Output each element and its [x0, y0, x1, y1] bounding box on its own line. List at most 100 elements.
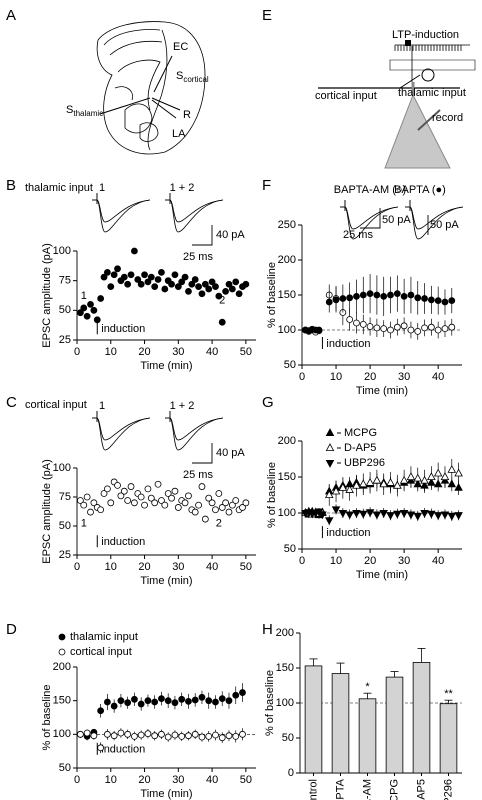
subtitle: thalamic input: [25, 182, 93, 194]
data-point: [83, 312, 91, 320]
data-point: [406, 472, 416, 480]
data-point: [208, 499, 216, 507]
data-point: [359, 291, 367, 299]
data-point: [154, 276, 162, 283]
data-point: [124, 280, 132, 288]
data-point: [114, 265, 121, 273]
data-point: [174, 283, 182, 291]
data-point: [400, 292, 408, 300]
panel-letter: F: [262, 177, 271, 194]
legend-marker: [325, 443, 335, 451]
y-tick-label: 100: [278, 324, 296, 336]
data-point: [399, 475, 409, 484]
legend-label: MCPG: [344, 427, 377, 439]
chart: 25 50 75 100 0 10 20 30 40 50 Time (min) EPSC ampli…: [25, 182, 256, 372]
legend-marker: [325, 460, 335, 468]
chart: 50 100 150 200 0 10 20 30 40 Time (min) % of basel…: [266, 427, 463, 581]
data-point: [103, 698, 111, 706]
data-point: [198, 733, 206, 741]
data-point: [83, 729, 91, 737]
panel-letter: H: [262, 621, 273, 638]
data-point: [232, 497, 240, 504]
data-point: [353, 292, 360, 300]
data-point: [168, 494, 175, 502]
data-point: [171, 271, 179, 279]
data-point: [100, 273, 108, 281]
data-point: [232, 732, 240, 740]
data-point: [137, 700, 145, 708]
y-tick-label: 50: [284, 543, 296, 555]
bar: [439, 703, 458, 774]
legend-label: UBP296: [344, 457, 385, 469]
data-point: [141, 271, 148, 279]
y-tick-label: 100: [53, 245, 71, 257]
scale-label: 50 pA: [382, 214, 411, 226]
data-point: [168, 280, 175, 288]
data-point: [427, 472, 436, 480]
data-point: [151, 732, 159, 740]
data-point: [454, 512, 463, 520]
chart: 50 100 150 200 250 0 10 20 30 40 Time (min) % of ba…: [266, 184, 464, 397]
data-point: [103, 730, 111, 738]
panel-letter: E: [262, 7, 272, 24]
y-tick-label: 0: [288, 767, 294, 779]
annotation: 1: [81, 518, 87, 530]
y-tick-label: 50: [59, 762, 71, 774]
data-point: [191, 276, 199, 283]
data-point: [195, 283, 202, 291]
data-point: [208, 278, 216, 286]
x-tick-label: BAPTA: [334, 778, 346, 800]
data-point: [158, 730, 165, 738]
y-tick-label: 25: [59, 334, 71, 346]
data-point: [181, 499, 189, 507]
ephys-trace: [92, 411, 151, 451]
data-point: [97, 295, 105, 302]
data-point: [235, 290, 243, 298]
data-point: [433, 512, 443, 520]
data-point: [178, 732, 186, 740]
scale-label: 40 pA: [216, 447, 245, 459]
data-point: [195, 501, 202, 509]
y-tick-label: 150: [278, 289, 296, 301]
data-point: [178, 278, 186, 286]
diagram-label: LTP-induction: [392, 29, 459, 41]
data-point: [117, 492, 125, 500]
y-tick-label: 150: [276, 662, 294, 674]
y-tick-label: 100: [53, 728, 71, 740]
annotation: 2: [216, 518, 222, 530]
x-tick-label: BAPTA-AM: [361, 779, 373, 800]
data-point: [239, 730, 246, 738]
data-point: [366, 323, 374, 330]
data-point: [141, 501, 148, 509]
data-point: [215, 490, 223, 497]
data-point: [158, 497, 165, 504]
y-tick-label: 200: [53, 661, 71, 673]
x-tick-label: 0: [74, 346, 80, 358]
data-point: [318, 511, 327, 520]
data-point: [353, 319, 360, 327]
data-point: [427, 323, 435, 331]
panel-letter: A: [6, 7, 16, 24]
x-tick-label: 30: [172, 346, 184, 358]
neuron-diagram: LTP-induction cortical input thalamic in…: [315, 29, 476, 169]
data-point: [406, 511, 416, 520]
panel-letter: G: [262, 394, 274, 411]
data-point: [440, 511, 450, 520]
y-axis-label: % of baseline: [264, 670, 276, 736]
data-point: [174, 504, 182, 511]
x-tick-label: 0: [74, 561, 80, 573]
annotation: induction: [326, 338, 370, 350]
diagram-label: Scortical: [176, 70, 209, 84]
data-point: [144, 485, 152, 493]
data-point: [380, 325, 388, 333]
y-tick-label: 50: [59, 304, 71, 316]
data-point: [379, 479, 388, 488]
scale-bar: [360, 208, 381, 229]
data-point: [103, 485, 111, 493]
data-point: [164, 733, 172, 741]
data-point: [151, 283, 159, 291]
data-point: [131, 247, 138, 255]
data-point: [427, 510, 436, 519]
data-point: [346, 316, 354, 323]
data-point: [393, 323, 401, 331]
